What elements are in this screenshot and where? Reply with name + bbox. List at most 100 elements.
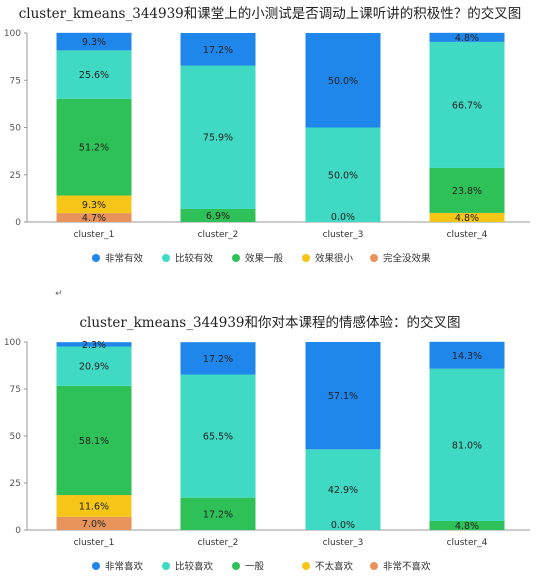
- legend-marker: [370, 562, 378, 570]
- legend: 非常喜欢 比较喜欢 一般 不太喜欢 非常不喜欢: [92, 561, 431, 573]
- bar-segment: [56, 32, 132, 51]
- bar-segment: [180, 65, 256, 209]
- legend-entry[interactable]: 完全没效果: [383, 253, 431, 265]
- bar-segment: [305, 127, 381, 222]
- bar-segment: [56, 213, 132, 222]
- data-label: 81.0%: [452, 440, 482, 451]
- data-label: 25.6%: [79, 70, 109, 81]
- legend-entry[interactable]: 不太喜欢: [315, 561, 354, 573]
- legend-entry[interactable]: 效果一般: [245, 253, 284, 265]
- bar-segment: [180, 342, 256, 375]
- data-label: 17.2%: [203, 354, 233, 365]
- bar-segment: [180, 208, 256, 222]
- y-tick-label: 100: [4, 29, 21, 39]
- legend-marker: [370, 254, 378, 262]
- bar-segment: [429, 520, 505, 530]
- bar-segment: [429, 212, 505, 222]
- data-label: 14.3%: [452, 351, 482, 362]
- bar-segment: [56, 342, 132, 347]
- x-tick-label: cluster_3: [323, 538, 364, 548]
- y-tick-label: 0: [15, 526, 21, 536]
- data-label: 0.0%: [331, 520, 355, 531]
- data-label: 7.0%: [82, 519, 106, 530]
- chart-1: cluster_kmeans_344939和课堂上的小测试是否调动上课听讲的积极…: [4, 5, 530, 265]
- bar-segment: [305, 449, 381, 530]
- legend-entry[interactable]: 非常有效: [105, 253, 144, 265]
- y-tick-label: 25: [10, 479, 21, 489]
- data-label: 57.1%: [328, 391, 358, 402]
- x-tick-label: cluster_1: [74, 538, 115, 548]
- data-label: 66.7%: [452, 100, 482, 111]
- data-label: 50.0%: [328, 76, 358, 87]
- data-label: 42.9%: [328, 485, 358, 496]
- legend-entry[interactable]: 一般: [245, 561, 265, 573]
- bar-segment: [305, 342, 381, 450]
- x-tick-label: cluster_4: [447, 538, 488, 548]
- legend-marker: [302, 254, 310, 262]
- y-tick-label: 25: [10, 171, 21, 181]
- data-label: 6.9%: [206, 211, 230, 222]
- chart-2: cluster_kmeans_344939和你对本课程的情感体验：的交叉图 0 25…: [4, 314, 530, 573]
- y-tick-label: 75: [10, 385, 21, 395]
- legend-marker: [162, 254, 170, 262]
- data-label: 58.1%: [79, 436, 109, 447]
- data-label: 2.3%: [82, 340, 106, 351]
- data-label: 9.3%: [82, 37, 106, 48]
- legend-marker: [92, 254, 100, 262]
- data-label: 4.8%: [455, 33, 479, 44]
- x-tick-label: cluster_2: [198, 230, 239, 240]
- legend-marker: [92, 562, 100, 570]
- bar-segment: [429, 341, 505, 369]
- data-label: 0.0%: [331, 212, 355, 223]
- data-label: 4.8%: [455, 521, 479, 532]
- y-tick-label: 100: [4, 338, 21, 348]
- bar-segment: [56, 516, 132, 530]
- data-label: 23.8%: [452, 186, 482, 197]
- bar-segment: [56, 495, 132, 517]
- bar-segment: [56, 346, 132, 386]
- y-tick-label: 75: [10, 76, 21, 86]
- bar-segment: [429, 368, 505, 521]
- return-mark: ↵: [55, 289, 63, 299]
- bar-segment: [56, 50, 132, 99]
- bar-segment: [180, 497, 256, 530]
- data-label: 75.9%: [203, 133, 233, 144]
- legend-marker: [232, 254, 240, 262]
- bar-segment: [429, 41, 505, 168]
- data-label: 4.8%: [455, 213, 479, 224]
- chart-title: cluster_kmeans_344939和你对本课程的情感体验：的交叉图: [79, 314, 460, 331]
- legend-entry[interactable]: 效果很小: [315, 253, 354, 265]
- legend-marker: [162, 562, 170, 570]
- data-label: 4.7%: [82, 213, 106, 224]
- bar-segment: [180, 374, 256, 498]
- data-label: 17.2%: [203, 45, 233, 56]
- data-label: 9.3%: [82, 200, 106, 211]
- data-label: 65.5%: [203, 432, 233, 443]
- bar-segment: [305, 33, 381, 128]
- data-label: 51.2%: [79, 143, 109, 154]
- x-tick-label: cluster_1: [74, 230, 115, 240]
- legend: 非常有效 比较有效 效果一般 效果很小 完全没效果: [92, 253, 431, 265]
- data-label: 50.0%: [328, 170, 358, 181]
- data-label: 17.2%: [203, 509, 233, 520]
- legend-entry[interactable]: 比较喜欢: [175, 561, 214, 573]
- bar-segment: [180, 33, 256, 66]
- x-tick-label: cluster_4: [447, 230, 488, 240]
- y-tick-label: 50: [10, 432, 22, 442]
- x-tick-label: cluster_3: [323, 230, 364, 240]
- chart-title: cluster_kmeans_344939和课堂上的小测试是否调动上课听讲的积极…: [19, 5, 522, 22]
- x-tick-label: cluster_2: [198, 538, 239, 548]
- bar-segment: [56, 98, 132, 196]
- data-label: 20.9%: [79, 362, 109, 373]
- legend-marker: [302, 562, 310, 570]
- bar-segment: [56, 385, 132, 496]
- legend-marker: [232, 562, 240, 570]
- legend-entry[interactable]: 非常喜欢: [105, 561, 144, 573]
- legend-entry[interactable]: 非常不喜欢: [383, 561, 431, 573]
- bar-segment: [429, 167, 505, 213]
- data-label: 11.6%: [79, 501, 109, 512]
- y-tick-label: 50: [10, 124, 22, 134]
- bar-segment: [429, 32, 505, 42]
- legend-entry[interactable]: 比较有效: [175, 253, 214, 265]
